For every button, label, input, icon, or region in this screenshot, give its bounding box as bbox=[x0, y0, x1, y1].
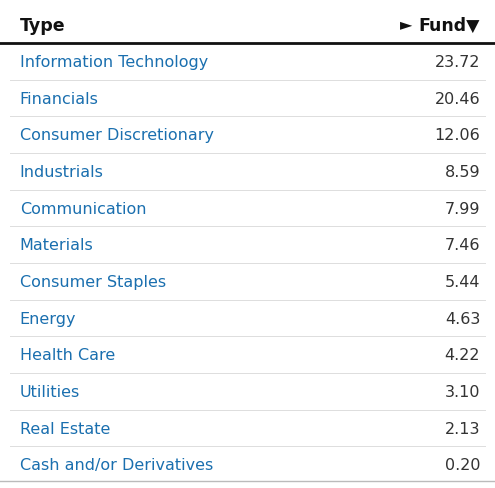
Text: 8.59: 8.59 bbox=[445, 164, 480, 180]
Text: Utilities: Utilities bbox=[20, 384, 80, 399]
Text: Energy: Energy bbox=[20, 311, 76, 326]
Text: Type: Type bbox=[20, 17, 65, 35]
Text: 7.99: 7.99 bbox=[445, 201, 480, 216]
Text: Real Estate: Real Estate bbox=[20, 421, 110, 436]
Text: Information Technology: Information Technology bbox=[20, 55, 208, 70]
Text: Health Care: Health Care bbox=[20, 347, 115, 363]
Text: 23.72: 23.72 bbox=[435, 55, 480, 70]
Text: Cash and/or Derivatives: Cash and/or Derivatives bbox=[20, 457, 213, 472]
Text: Financials: Financials bbox=[20, 91, 99, 106]
Text: 0.20: 0.20 bbox=[445, 457, 480, 472]
Text: Fund▼: Fund▼ bbox=[419, 17, 480, 35]
Text: 7.46: 7.46 bbox=[445, 238, 480, 253]
Text: 12.06: 12.06 bbox=[435, 128, 480, 143]
Text: ►: ► bbox=[400, 17, 412, 32]
Text: Industrials: Industrials bbox=[20, 164, 103, 180]
Text: 4.22: 4.22 bbox=[445, 347, 480, 363]
Text: Consumer Discretionary: Consumer Discretionary bbox=[20, 128, 214, 143]
Text: 5.44: 5.44 bbox=[445, 274, 480, 289]
Text: Consumer Staples: Consumer Staples bbox=[20, 274, 166, 289]
Text: Communication: Communication bbox=[20, 201, 147, 216]
Text: 20.46: 20.46 bbox=[435, 91, 480, 106]
Text: Materials: Materials bbox=[20, 238, 94, 253]
Text: 4.63: 4.63 bbox=[445, 311, 480, 326]
Text: 2.13: 2.13 bbox=[445, 421, 480, 436]
Text: 3.10: 3.10 bbox=[445, 384, 480, 399]
